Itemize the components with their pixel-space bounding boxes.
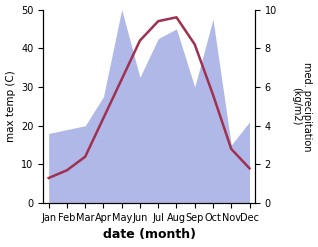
X-axis label: date (month): date (month) xyxy=(103,228,196,242)
Y-axis label: med. precipitation
(kg/m2): med. precipitation (kg/m2) xyxy=(291,62,313,151)
Y-axis label: max temp (C): max temp (C) xyxy=(5,70,16,142)
